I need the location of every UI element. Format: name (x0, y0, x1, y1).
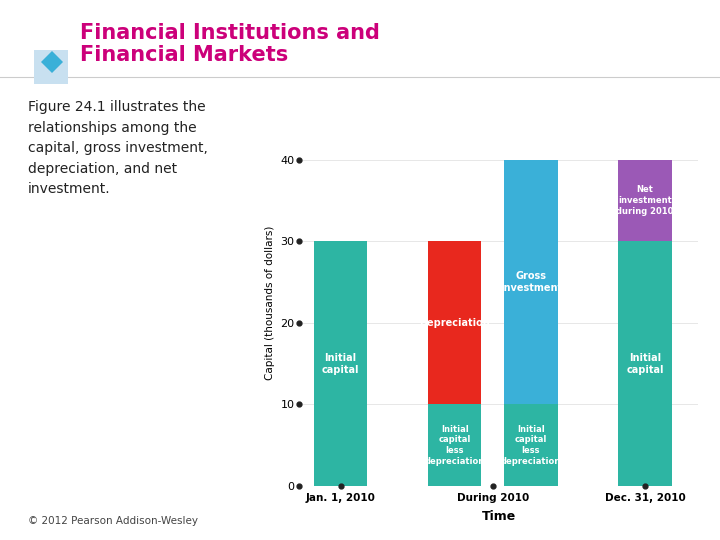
Bar (618, 241, 672, 486)
Text: Initial
capital
less
depreciation: Initial capital less depreciation (425, 424, 485, 466)
Polygon shape (41, 51, 63, 73)
Bar (618, 160, 672, 241)
Text: Financial Institutions and: Financial Institutions and (80, 23, 380, 43)
Bar (428, 241, 482, 404)
Text: © 2012 Pearson Addison-Wesley: © 2012 Pearson Addison-Wesley (28, 516, 198, 526)
Text: Initial
capital
less
depreciation: Initial capital less depreciation (501, 424, 561, 466)
Text: Initial
capital: Initial capital (322, 353, 359, 375)
X-axis label: Time: Time (482, 510, 516, 523)
Bar (504, 160, 557, 404)
Bar (314, 241, 367, 486)
Text: Initial
capital: Initial capital (626, 353, 664, 375)
Text: Net
investment
during 2010: Net investment during 2010 (616, 185, 674, 215)
Bar (428, 404, 482, 486)
Text: Financial Markets: Financial Markets (80, 45, 288, 65)
Text: Depreciation: Depreciation (420, 318, 490, 328)
Text: Figure 24.1 illustrates the
relationships among the
capital, gross investment,
d: Figure 24.1 illustrates the relationship… (28, 100, 208, 197)
Text: Gross
investment: Gross investment (500, 271, 562, 293)
Y-axis label: Capital (thousands of dollars): Capital (thousands of dollars) (265, 225, 275, 380)
FancyBboxPatch shape (34, 50, 68, 84)
Bar (504, 404, 557, 486)
